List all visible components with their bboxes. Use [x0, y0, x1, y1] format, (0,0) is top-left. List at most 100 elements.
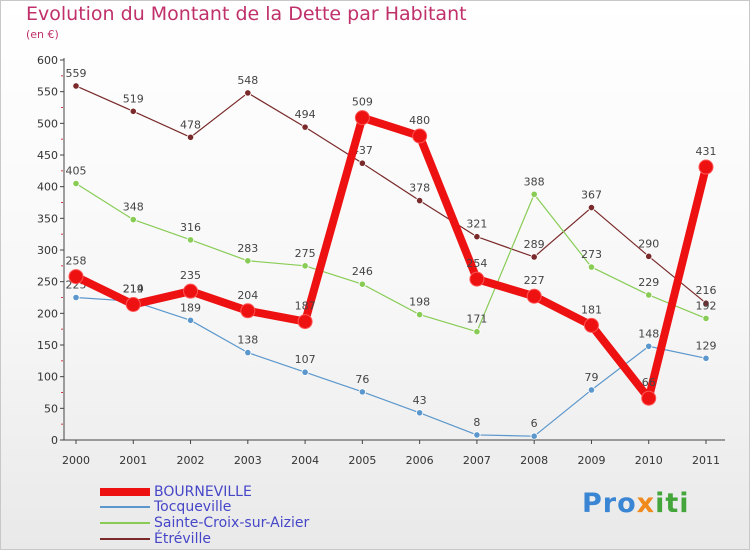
data-label: 388 — [524, 175, 545, 188]
data-label: 348 — [123, 201, 144, 214]
x-tick-label: 2006 — [406, 454, 434, 467]
data-label: 378 — [409, 182, 430, 195]
data-point — [702, 299, 710, 307]
x-tick-label: 2008 — [520, 454, 548, 467]
data-label: 559 — [66, 67, 87, 80]
data-label: 214 — [123, 282, 144, 295]
series-line--tr-ville — [75, 85, 707, 304]
data-label: 229 — [638, 276, 659, 289]
data-label: 254 — [466, 257, 487, 270]
chart-title: Evolution du Montant de la Dette par Hab… — [26, 3, 467, 25]
data-label: 519 — [123, 92, 144, 105]
data-point — [301, 368, 309, 376]
data-point — [583, 317, 599, 333]
y-tick-label: 600 — [37, 54, 58, 67]
data-label: 480 — [409, 114, 430, 127]
data-point — [530, 190, 538, 198]
y-tick-label: 350 — [37, 212, 58, 225]
series-line-sainte-croix-sur-aizier — [75, 182, 707, 333]
data-label: 246 — [352, 265, 373, 278]
data-label: 227 — [524, 274, 545, 287]
data-point — [645, 342, 653, 350]
data-label: 273 — [581, 248, 602, 261]
data-point — [240, 303, 256, 319]
chart-subtitle: (en €) — [26, 28, 59, 41]
data-label: 8 — [473, 416, 480, 429]
data-point — [469, 271, 485, 287]
data-point — [68, 269, 84, 285]
data-point — [301, 262, 309, 270]
data-label: 258 — [66, 255, 87, 268]
data-point — [587, 203, 596, 212]
data-label: 494 — [295, 108, 316, 121]
legend-label: Étréville — [154, 531, 211, 547]
proxiti-logo: Proxiti — [582, 488, 690, 519]
data-point — [530, 253, 538, 261]
data-point — [72, 82, 80, 90]
data-label: 129 — [696, 339, 717, 352]
data-point — [473, 431, 481, 439]
y-tick-label: 500 — [37, 117, 58, 130]
y-tick-label: 300 — [37, 244, 58, 257]
data-label: 283 — [237, 242, 258, 255]
y-tick-label: 450 — [37, 149, 58, 162]
data-point — [301, 123, 309, 131]
data-label: 405 — [66, 165, 87, 178]
data-point — [244, 348, 252, 357]
data-label: 181 — [581, 303, 602, 316]
y-tick-label: 200 — [37, 307, 58, 320]
data-point — [698, 159, 714, 175]
legend-label: Sainte-Croix-sur-Aizier — [154, 515, 310, 531]
data-point — [186, 236, 195, 244]
data-point — [244, 89, 252, 97]
data-point — [702, 354, 710, 362]
legend-swatch — [100, 522, 150, 524]
x-tick-label: 2003 — [234, 454, 262, 467]
data-label: 79 — [584, 371, 598, 384]
data-point — [297, 314, 313, 330]
data-label: 148 — [638, 327, 659, 340]
data-point — [186, 316, 195, 324]
x-tick-label: 2011 — [692, 454, 720, 467]
data-point — [358, 280, 366, 288]
y-tick-label: 400 — [37, 181, 58, 194]
data-label: 548 — [237, 74, 258, 87]
legend-swatch — [100, 538, 150, 540]
data-label: 478 — [180, 118, 201, 131]
data-label: 6 — [531, 417, 538, 430]
data-point — [530, 432, 538, 440]
y-tick-label: 0 — [51, 434, 58, 447]
data-label: 509 — [352, 96, 373, 109]
legend-label: Tocqueville — [154, 499, 232, 515]
y-tick-label: 550 — [37, 86, 58, 99]
data-label: 367 — [581, 189, 602, 202]
data-label: 216 — [696, 284, 717, 297]
data-point — [129, 107, 137, 115]
data-point — [358, 388, 366, 396]
data-label: 66 — [642, 376, 656, 389]
data-label: 107 — [295, 353, 316, 366]
data-label: 189 — [180, 301, 201, 314]
data-point — [416, 310, 424, 319]
y-tick-label: 100 — [37, 371, 58, 384]
data-label: 204 — [237, 289, 258, 302]
data-label: 316 — [180, 221, 201, 234]
data-point — [244, 257, 252, 265]
data-point — [526, 288, 542, 304]
data-label: 431 — [696, 145, 717, 158]
data-point — [702, 314, 710, 322]
data-point — [358, 159, 366, 167]
data-point — [72, 293, 80, 302]
data-point — [354, 110, 370, 126]
x-tick-label: 2000 — [62, 454, 90, 467]
data-label: 275 — [295, 247, 316, 260]
x-tick-label: 2004 — [291, 454, 319, 467]
data-label: 219 — [123, 282, 144, 295]
data-label: 321 — [466, 218, 487, 231]
data-point — [645, 291, 653, 299]
x-tick-label: 2005 — [348, 454, 376, 467]
y-tick-label: 250 — [37, 276, 58, 289]
data-point — [416, 409, 424, 417]
